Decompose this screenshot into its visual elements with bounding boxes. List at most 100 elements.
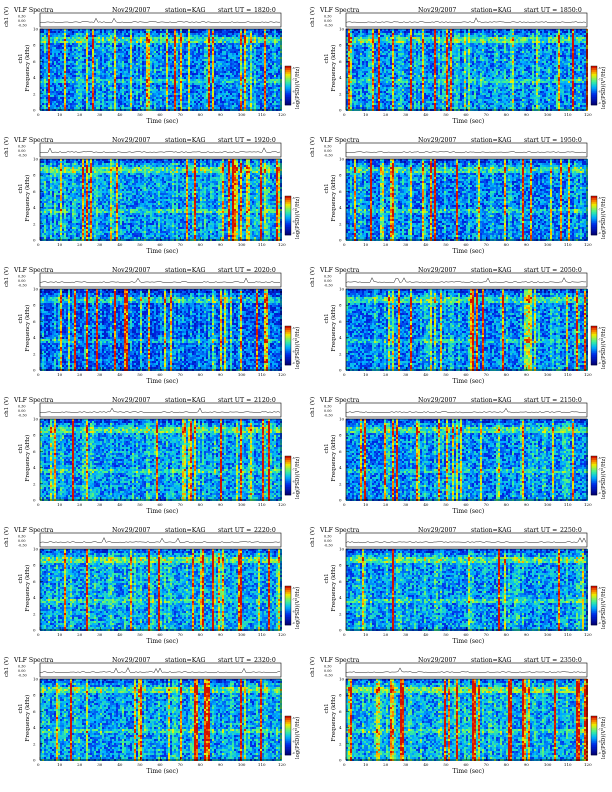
frequency-axis-label: Frequency (kHz) <box>24 435 31 482</box>
colorbar-swatch <box>285 606 291 608</box>
heatmap-cells <box>40 549 282 631</box>
ch1-tick-label: 0.30 <box>18 405 26 409</box>
colorbar-swatch <box>285 338 291 340</box>
colorbar-swatch <box>285 210 291 212</box>
x-tick-label: 100 <box>544 242 552 247</box>
colorbar-swatch <box>591 726 597 728</box>
x-tick-label: 110 <box>564 762 572 767</box>
x-tick-label: 70 <box>484 502 490 507</box>
ch1-side-label: ch1 <box>324 53 330 63</box>
x-tick-label: 40 <box>423 502 429 507</box>
y-tick-label: 0 <box>339 368 342 373</box>
spectrogram-svg: VLF Spectra Nov29/2007 station=KAG start UT… <box>0 4 306 134</box>
y-tick-label: 2 <box>339 611 342 616</box>
x-tick-label: 90 <box>218 242 224 247</box>
heatmap-cells <box>40 29 282 111</box>
colorbar-swatch <box>285 223 291 225</box>
colorbar-swatch <box>285 615 291 617</box>
colorbar-swatch <box>591 470 597 472</box>
spectrogram-svg: VLF Spectra Nov29/2007 station=KAG start UT… <box>0 654 306 784</box>
x-tick-label: 100 <box>544 502 552 507</box>
x-tick-label: 110 <box>564 632 572 637</box>
y-tick-label: 10 <box>33 417 39 422</box>
colorbar-swatch <box>591 728 597 730</box>
y-tick-label: 0 <box>339 758 342 763</box>
y-tick-label: 10 <box>339 547 345 552</box>
x-tick-label: 110 <box>258 112 266 117</box>
colorbar-swatch <box>285 332 291 334</box>
colorbar-swatch <box>591 346 597 348</box>
x-tick-label: 80 <box>198 372 204 377</box>
colorbar-axis-label: log(PSD)(V²/Hz) <box>600 67 607 109</box>
colorbar-swatch <box>285 326 291 328</box>
ch1-side-label: ch1 <box>18 53 24 63</box>
colorbar-axis-label: log(PSD)(V²/Hz) <box>600 587 607 629</box>
colorbar-swatch <box>285 460 291 462</box>
ch1-tick-label: 0.00 <box>18 539 26 543</box>
colorbar-swatch <box>285 78 291 80</box>
ch1-tick-label: 0.30 <box>324 275 332 279</box>
y-tick-label: 10 <box>339 677 345 682</box>
x-tick-label: 120 <box>278 502 286 507</box>
y-tick-label: 2 <box>33 611 36 616</box>
x-tick-label: 100 <box>544 372 552 377</box>
colorbar-swatch <box>285 749 291 751</box>
x-tick-label: 60 <box>158 632 164 637</box>
x-tick-label: 10 <box>363 242 369 247</box>
colorbar-swatch <box>591 602 597 604</box>
colorbar-swatch <box>285 344 291 346</box>
colorbar-swatch <box>591 196 597 198</box>
y-tick-label: 4 <box>33 725 36 730</box>
colorbar-swatch <box>591 609 597 611</box>
ch1-frame <box>40 143 281 157</box>
colorbar-swatch <box>285 349 291 351</box>
ch1-side-label: ch1 <box>18 183 24 193</box>
x-tick-label: 40 <box>117 112 123 117</box>
colorbar-axis-label: log(PSD)(V²/Hz) <box>600 457 607 499</box>
x-tick-label: 120 <box>584 112 592 117</box>
colorbar-swatch <box>285 231 291 233</box>
colorbar-swatch <box>285 718 291 720</box>
ch1-tick-label: 0.30 <box>324 15 332 19</box>
ch1-tick-label: 0.00 <box>18 409 26 413</box>
colorbar-swatch <box>591 231 597 233</box>
colorbar-swatch <box>285 219 291 221</box>
colorbar-swatch <box>591 468 597 470</box>
y-tick-label: 2 <box>339 481 342 486</box>
ch1-frame <box>40 403 281 417</box>
x-tick-label: 70 <box>178 372 184 377</box>
colorbar-swatch <box>591 82 597 84</box>
x-tick-label: 50 <box>137 372 143 377</box>
x-tick-label: 80 <box>504 502 510 507</box>
x-tick-label: 60 <box>158 372 164 377</box>
x-tick-label: 110 <box>564 372 572 377</box>
y-tick-label: 10 <box>33 287 39 292</box>
x-tick-label: 20 <box>77 112 83 117</box>
colorbar-swatch <box>285 330 291 332</box>
colorbar-swatch <box>591 338 597 340</box>
x-tick-label: 50 <box>137 762 143 767</box>
colorbar-swatch <box>591 600 597 602</box>
colorbar-axis-label: log(PSD)(V²/Hz) <box>294 587 301 629</box>
spectrogram-panel: VLF Spectra Nov29/2007 station=KAG start UT… <box>0 654 306 784</box>
colorbar <box>285 716 291 755</box>
time-axis-label: Time (sec) <box>147 638 179 645</box>
y-tick-label: 6 <box>33 189 36 194</box>
colorbar-swatch <box>591 204 597 206</box>
y-tick-label: 0 <box>33 498 36 503</box>
colorbar-swatch <box>285 600 291 602</box>
heatmap-cells <box>346 159 588 241</box>
x-tick-label: 110 <box>564 502 572 507</box>
x-tick-label: 10 <box>363 762 369 767</box>
colorbar-swatch <box>591 99 597 101</box>
colorbar <box>591 456 597 495</box>
ch1-side-label: ch1 <box>324 443 330 453</box>
colorbar <box>591 326 597 365</box>
x-tick-label: 20 <box>383 112 389 117</box>
colorbar-swatch <box>591 592 597 594</box>
y-tick-label: 0 <box>33 368 36 373</box>
x-tick-label: 0 <box>37 762 40 767</box>
colorbar-swatch <box>591 617 597 619</box>
x-tick-label: 90 <box>524 372 530 377</box>
y-tick-label: 6 <box>339 579 342 584</box>
